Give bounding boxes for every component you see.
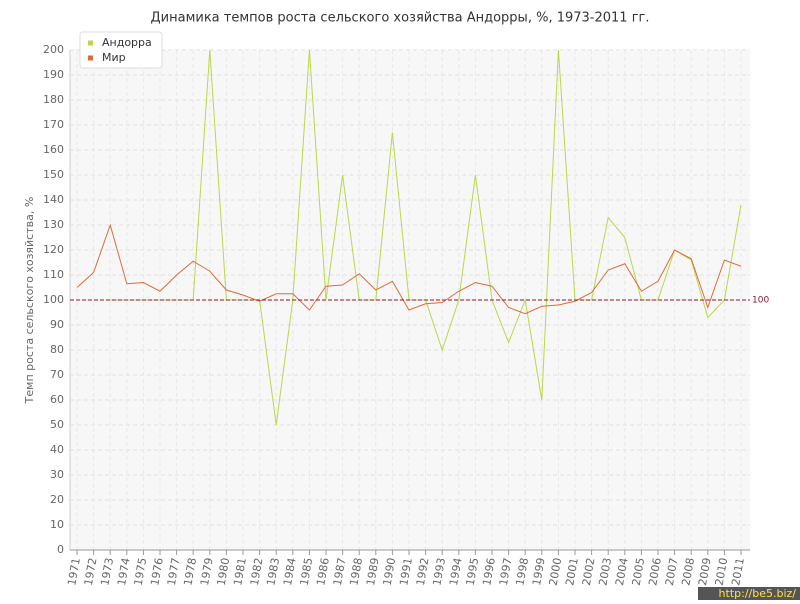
x-tick-label: 1990 — [381, 557, 399, 587]
y-tick-label: 10 — [50, 518, 64, 531]
x-tick-label: 1979 — [198, 557, 216, 587]
x-tick-label: 1977 — [165, 557, 183, 587]
x-tick-label: 1987 — [331, 557, 349, 587]
watermark-bg — [698, 587, 800, 600]
y-tick-label: 60 — [50, 393, 64, 406]
chart-title: Динамика темпов роста сельского хозяйств… — [151, 11, 650, 26]
y-tick-label: 150 — [43, 168, 64, 181]
x-tick-label: 1983 — [264, 557, 282, 587]
x-tick-label: 2002 — [580, 557, 598, 587]
y-tick-label: 200 — [43, 43, 64, 56]
y-tick-label: 0 — [57, 543, 64, 556]
x-tick-label: 1992 — [414, 557, 432, 587]
x-tick-label: 1974 — [115, 557, 133, 587]
y-tick-label: 130 — [43, 218, 64, 231]
x-tick-label: 1973 — [98, 557, 116, 587]
legend-label: Андорра — [102, 36, 152, 49]
y-axis-label: Темп роста сельского хозяйства, % — [23, 197, 36, 405]
y-tick-label: 30 — [50, 468, 64, 481]
x-tick-label: 2011 — [729, 557, 747, 587]
y-tick-label: 90 — [50, 318, 64, 331]
legend: Андорра Мир — [79, 31, 163, 69]
x-tick-label: 2008 — [679, 557, 697, 587]
x-tick-label: 2001 — [563, 557, 581, 587]
legend-label: Мир — [102, 51, 126, 64]
x-tick-label: 1984 — [281, 557, 299, 587]
y-tick-label: 80 — [50, 343, 64, 356]
x-tick-label: 1982 — [248, 557, 266, 587]
series-line — [76, 223, 742, 315]
y-tick-label: 70 — [50, 368, 64, 381]
x-tick-label: 2009 — [696, 557, 714, 587]
legend-swatch — [88, 55, 93, 61]
x-tick-label: 2003 — [596, 557, 614, 587]
y-tick-label: 140 — [43, 193, 64, 206]
y-tick-label: 100 — [43, 293, 64, 306]
x-tick-label: 1999 — [530, 557, 548, 587]
x-tick-label: 1995 — [464, 557, 482, 587]
y-tick-label: 20 — [50, 493, 64, 506]
legend-swatch — [88, 40, 93, 46]
y-tick-label: 170 — [43, 118, 64, 131]
x-tick-label: 1971 — [65, 557, 83, 587]
x-tick-label: 2010 — [713, 557, 731, 587]
x-tick-label: 1978 — [181, 557, 199, 587]
x-tick-label: 1986 — [314, 557, 332, 587]
y-tick-label: 110 — [43, 268, 64, 281]
x-tick-label: 1976 — [148, 557, 166, 587]
reference-label: 100 — [752, 296, 769, 306]
x-tick-label: 2005 — [630, 557, 648, 587]
x-tick-label: 1994 — [447, 557, 465, 587]
legend-box — [79, 31, 163, 69]
x-tick-label: 1998 — [513, 557, 531, 587]
x-tick-label: 1996 — [480, 557, 498, 587]
x-tick-label: 2000 — [547, 557, 565, 587]
x-tick-label: 1993 — [430, 557, 448, 587]
x-tick-label: 1972 — [82, 557, 100, 587]
y-tick-label: 160 — [43, 143, 64, 156]
y-tick-label: 50 — [50, 418, 64, 431]
x-tick-label: 1997 — [497, 557, 515, 587]
x-tick-label: 2007 — [663, 557, 681, 587]
watermark: http://be5.biz/ — [719, 587, 797, 600]
x-tick-label: 1981 — [231, 557, 249, 587]
x-tick-label: 2004 — [613, 557, 631, 587]
x-tick-label: 1988 — [347, 557, 365, 587]
x-tick-label: 1985 — [298, 557, 316, 587]
y-tick-label: 190 — [43, 68, 64, 81]
x-tick-label: 1991 — [397, 557, 415, 587]
y-tick-label: 120 — [43, 243, 64, 256]
y-tick-label: 40 — [50, 443, 64, 456]
x-tick-label: 2006 — [646, 557, 664, 587]
x-tick-label: 1980 — [215, 557, 233, 587]
y-tick-label: 180 — [43, 93, 64, 106]
x-tick-label: 1989 — [364, 557, 382, 587]
x-tick-label: 1975 — [132, 557, 150, 587]
